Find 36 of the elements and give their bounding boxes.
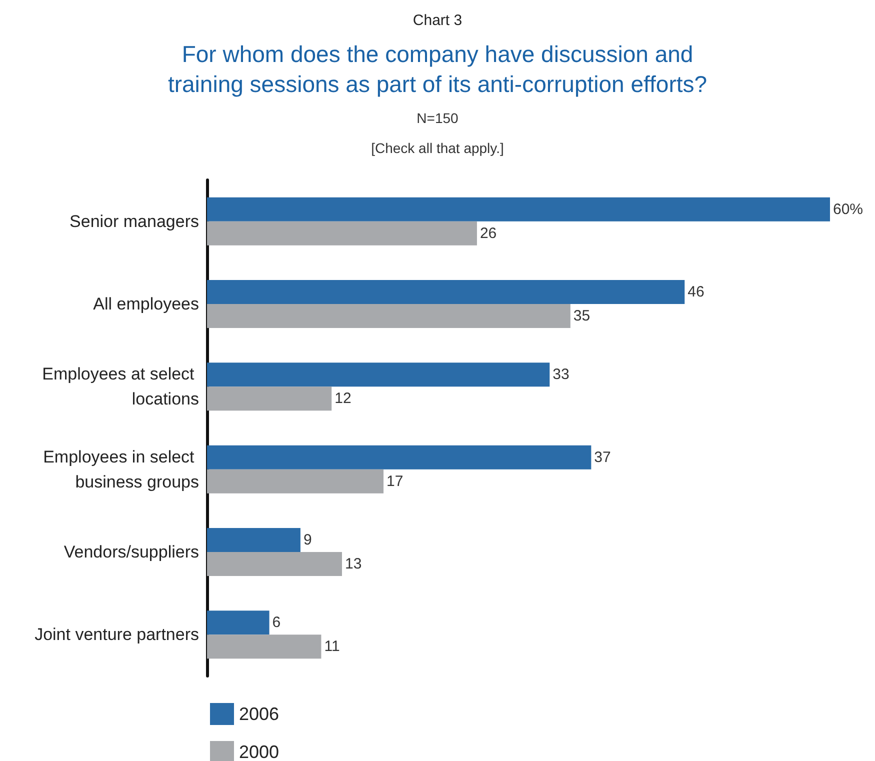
data-label: 37: [594, 448, 611, 466]
data-label: 9: [303, 532, 312, 548]
bar: [207, 445, 592, 470]
data-label: 11: [324, 638, 340, 656]
y-tick-label: Employees at select locations: [42, 364, 199, 409]
y-tick-label: Employees in select business groups: [43, 447, 199, 492]
legend-label: 2006: [239, 704, 280, 724]
bar: [207, 280, 685, 304]
bar: [207, 552, 342, 576]
bar: [207, 221, 477, 246]
y-tick-label: Vendors/suppliers: [64, 542, 199, 562]
bar: [207, 634, 322, 659]
data-label: 60%: [833, 200, 864, 218]
bar: [207, 304, 570, 328]
chart-title: For whom does the company have discussion and training sessions as part of its anti-corruption efforts?: [168, 41, 708, 97]
bar: [207, 386, 332, 411]
bar: [207, 469, 384, 494]
y-tick-label: Joint venture partners: [34, 625, 199, 644]
data-label: 46: [688, 284, 704, 300]
bar: [207, 610, 270, 635]
data-label: 13: [344, 556, 362, 572]
caption: Chart 3: [412, 12, 462, 29]
data-label: 26: [480, 224, 497, 242]
y-tick-label: Senior managers: [70, 212, 199, 231]
data-label: 6: [272, 614, 281, 632]
y-tick-label: All employees: [93, 294, 199, 314]
data-label: 12: [334, 390, 352, 408]
data-label: 17: [386, 472, 404, 490]
data-label: 35: [573, 308, 590, 324]
text: [Check all that apply.]: [371, 140, 504, 156]
legend-label: 2000: [239, 742, 280, 761]
bar: [207, 362, 550, 387]
chart-subtitle: N=150: [416, 110, 459, 126]
data-label: 33: [552, 366, 570, 384]
bar: [207, 528, 300, 552]
bar: [207, 197, 830, 222]
